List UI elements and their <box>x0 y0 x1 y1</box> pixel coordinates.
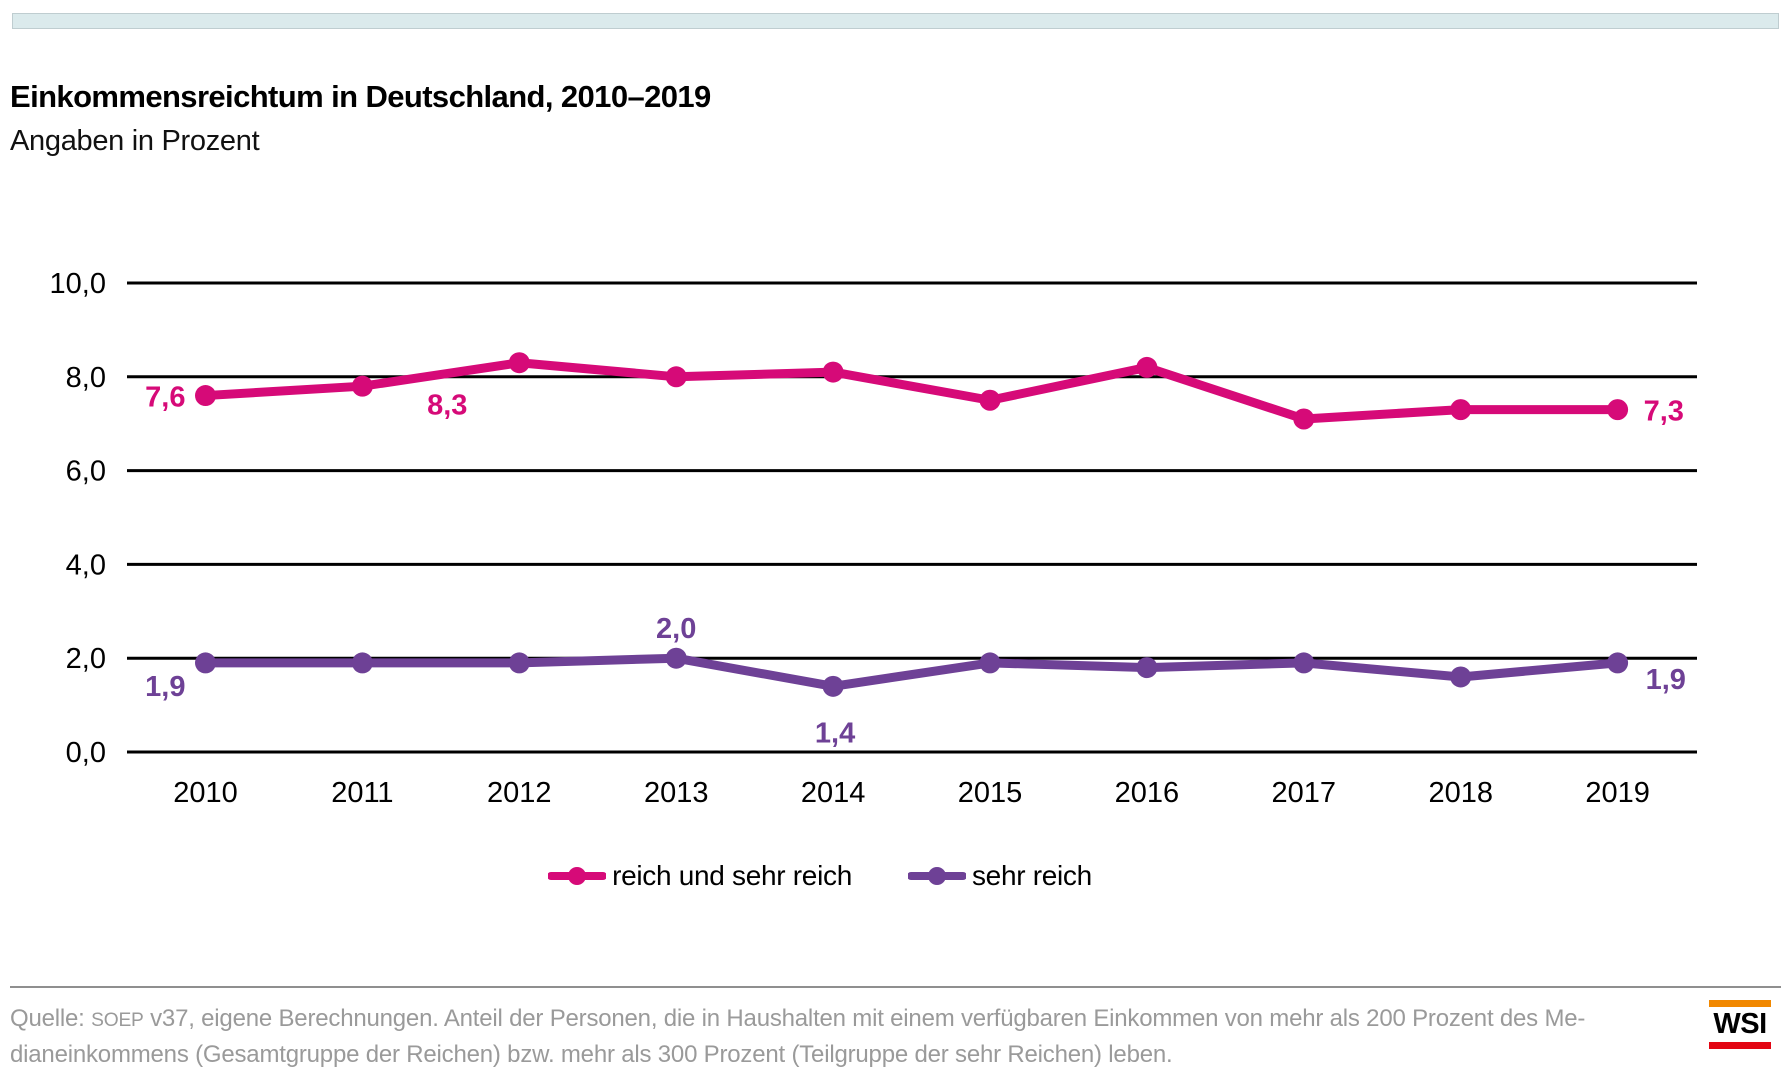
wsi-logo-top-bar <box>1709 1000 1771 1007</box>
top-accent-bar <box>12 13 1779 29</box>
source-prefix: Quelle: <box>10 1005 92 1032</box>
legend-swatch-line-icon <box>907 867 966 885</box>
x-axis-tick-label: 2014 <box>801 777 866 809</box>
data-point <box>1136 657 1158 679</box>
data-point <box>1450 399 1472 421</box>
chart-title: Einkommensreichtum in Deutschland, 2010–… <box>10 79 711 114</box>
series-line <box>201 653 1623 691</box>
source-note-line1: Quelle: SOEP v37, eigene Berechnungen. A… <box>10 1002 1700 1038</box>
data-point <box>1607 399 1629 421</box>
x-axis-tick-label: 2013 <box>644 777 709 809</box>
data-point-label: 1,9 <box>145 671 185 703</box>
source-note: Quelle: SOEP v37, eigene Berechnungen. A… <box>10 1002 1700 1072</box>
y-axis-tick-label: 10,0 <box>50 268 106 300</box>
legend-item-reich-und-sehr-reich: reich und sehr reich <box>548 860 852 892</box>
data-point <box>351 652 373 674</box>
data-point <box>979 652 1001 674</box>
data-point <box>508 652 530 674</box>
x-axis-tick-label: 2016 <box>1115 777 1180 809</box>
legend-item-sehr-reich: sehr reich <box>907 860 1092 892</box>
y-axis-tick-label: 2,0 <box>66 643 106 675</box>
data-point <box>195 652 216 674</box>
data-point <box>1293 408 1315 430</box>
x-axis-tick-label: 2017 <box>1272 777 1337 809</box>
data-point-label: 7,6 <box>145 382 185 414</box>
data-point <box>1607 652 1629 674</box>
x-axis-tick-label: 2010 <box>173 777 238 809</box>
y-axis-tick-label: 4,0 <box>66 549 106 581</box>
chart-subtitle: Angaben in Prozent <box>10 125 260 157</box>
x-axis-tick-label: 2015 <box>958 777 1023 809</box>
data-point-label: 1,4 <box>815 717 855 749</box>
data-point <box>1136 356 1158 378</box>
wsi-logo-text: WSI <box>1713 1008 1767 1040</box>
data-point-label: 1,9 <box>1646 664 1686 696</box>
data-point <box>822 675 844 697</box>
x-axis-tick-label: 2011 <box>331 777 393 809</box>
y-axis-tick-label: 0,0 <box>66 737 106 769</box>
footer-divider <box>10 986 1781 988</box>
chart-legend: reich und sehr reich sehr reich <box>0 860 1640 892</box>
series-line <box>201 358 1623 424</box>
source-rest: v37, eigene Berechnungen. Anteil der Per… <box>143 1005 1586 1032</box>
data-point-label: 7,3 <box>1644 396 1684 428</box>
data-point <box>195 385 216 407</box>
x-axis-tick-label: 2019 <box>1585 777 1650 809</box>
data-point <box>979 389 1001 411</box>
line-chart: 0,0 2,0 4,0 6,0 8,0 10,0 2010 2011 2012 2013 2014 2… <box>50 268 1697 809</box>
data-point <box>1450 666 1472 688</box>
y-axis-tick-label: 6,0 <box>66 456 106 488</box>
source-soep: SOEP <box>91 1010 144 1031</box>
legend-label: reich und sehr reich <box>612 860 852 891</box>
data-point <box>665 647 687 669</box>
data-point <box>665 366 687 388</box>
data-point <box>351 375 373 397</box>
source-note-line2: dianeinkommens (Gesamtgruppe der Reichen… <box>10 1041 1173 1068</box>
data-point <box>1293 652 1315 674</box>
x-axis-tick-label: 2018 <box>1428 777 1493 809</box>
legend-label: sehr reich <box>971 860 1092 891</box>
legend-swatch-line-icon <box>548 867 607 885</box>
data-point-label: 8,3 <box>427 390 467 422</box>
x-axis-tick-label: 2012 <box>487 777 552 809</box>
data-point <box>822 361 844 383</box>
data-point <box>508 352 530 374</box>
wsi-logo: WSI <box>1709 1000 1771 1049</box>
data-point-label: 2,0 <box>656 613 696 645</box>
y-axis-tick-label: 8,0 <box>66 362 106 394</box>
wsi-logo-bottom-bar <box>1709 1042 1771 1049</box>
